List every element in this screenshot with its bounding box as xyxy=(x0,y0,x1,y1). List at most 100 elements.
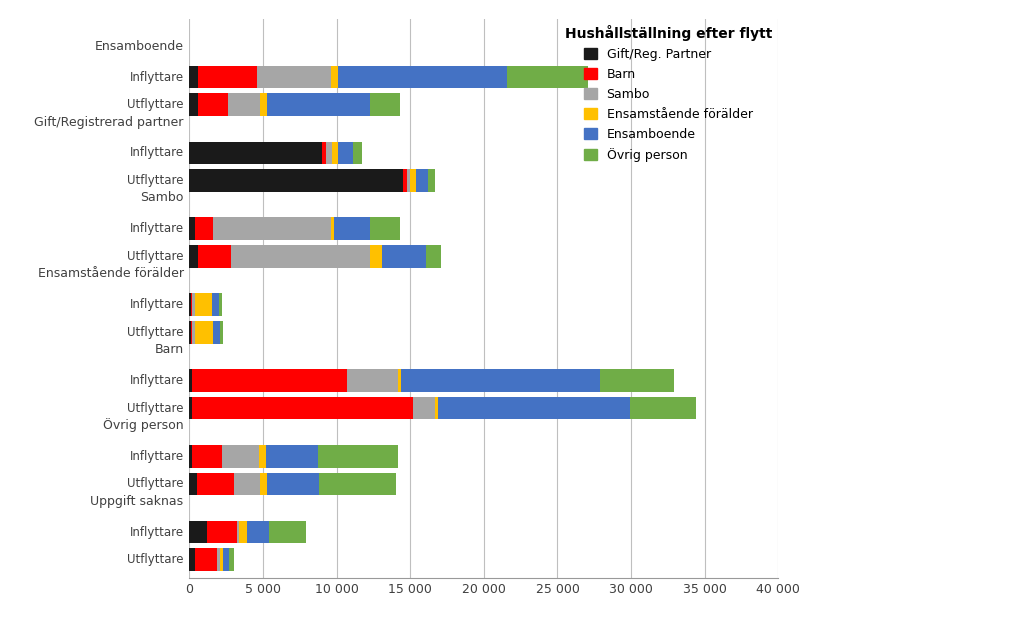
Text: Inflyttare: Inflyttare xyxy=(129,70,183,84)
Text: Inflyttare: Inflyttare xyxy=(129,526,183,538)
Bar xyxy=(189,142,322,164)
Bar xyxy=(193,397,413,419)
Bar xyxy=(212,293,219,316)
Bar xyxy=(259,445,266,467)
Bar xyxy=(331,66,338,88)
Bar xyxy=(411,170,416,192)
Bar xyxy=(331,217,334,240)
Text: Uppgift saknas: Uppgift saknas xyxy=(90,495,183,508)
Bar xyxy=(199,66,257,88)
Text: Utflyttare: Utflyttare xyxy=(127,98,183,111)
Bar xyxy=(327,142,332,164)
Text: Inflyttare: Inflyttare xyxy=(129,222,183,236)
Text: Inflyttare: Inflyttare xyxy=(129,450,183,463)
Bar xyxy=(220,549,223,571)
Bar xyxy=(197,472,233,495)
Bar xyxy=(508,66,589,88)
Bar xyxy=(189,397,193,419)
Bar xyxy=(196,321,213,344)
Text: Ensamboende: Ensamboende xyxy=(94,40,183,53)
Bar xyxy=(220,321,223,344)
Bar xyxy=(193,445,222,467)
Bar xyxy=(189,369,193,392)
Bar xyxy=(322,142,327,164)
Text: Utflyttare: Utflyttare xyxy=(127,553,183,566)
Bar xyxy=(371,217,400,240)
Bar xyxy=(222,445,259,467)
Text: Ensamstående förälder: Ensamstående förälder xyxy=(38,267,183,280)
Bar xyxy=(189,66,199,88)
Bar xyxy=(199,93,227,116)
Bar xyxy=(260,93,267,116)
Bar xyxy=(401,369,600,392)
Bar xyxy=(189,521,207,544)
Bar xyxy=(213,217,331,240)
Bar xyxy=(189,472,197,495)
Text: Sambo: Sambo xyxy=(140,191,183,204)
Bar xyxy=(371,93,400,116)
Bar xyxy=(426,245,441,268)
Bar xyxy=(334,217,371,240)
Bar xyxy=(428,170,435,192)
Legend: Gift/Reg. Partner, Barn, Sambo, Ensamstående förälder, Ensamboende, Övrig person: Gift/Reg. Partner, Barn, Sambo, Ensamstå… xyxy=(559,20,777,166)
Bar xyxy=(435,397,438,419)
Bar xyxy=(223,549,229,571)
Bar xyxy=(338,66,507,88)
Bar xyxy=(189,170,402,192)
Bar xyxy=(408,170,411,192)
Text: Utflyttare: Utflyttare xyxy=(127,478,183,490)
Bar xyxy=(189,549,196,571)
Bar xyxy=(213,321,220,344)
Bar xyxy=(217,549,220,571)
Bar xyxy=(189,217,196,240)
Text: Barn: Barn xyxy=(155,343,183,356)
Bar xyxy=(600,369,674,392)
Bar xyxy=(190,293,193,316)
Bar xyxy=(233,472,260,495)
Bar xyxy=(269,521,306,544)
Bar xyxy=(353,142,361,164)
Bar xyxy=(193,293,196,316)
Bar xyxy=(189,445,193,467)
Bar xyxy=(338,142,353,164)
Bar xyxy=(240,521,247,544)
Bar xyxy=(398,369,401,392)
Bar xyxy=(630,397,696,419)
Bar xyxy=(219,293,222,316)
Bar xyxy=(413,397,435,419)
Text: Inflyttare: Inflyttare xyxy=(129,298,183,311)
Bar xyxy=(267,93,371,116)
Text: Inflyttare: Inflyttare xyxy=(129,374,183,387)
Bar xyxy=(189,293,190,316)
Bar xyxy=(402,170,408,192)
Bar xyxy=(193,369,347,392)
Bar xyxy=(189,93,199,116)
Bar xyxy=(382,245,426,268)
Bar xyxy=(189,321,190,344)
Bar xyxy=(196,217,213,240)
Bar xyxy=(229,549,233,571)
Bar xyxy=(207,521,237,544)
Bar xyxy=(347,369,398,392)
Bar xyxy=(196,549,217,571)
Bar xyxy=(319,472,395,495)
Bar xyxy=(193,321,196,344)
Bar xyxy=(230,245,371,268)
Text: Gift/Registrerad partner: Gift/Registrerad partner xyxy=(34,116,183,128)
Bar xyxy=(416,170,428,192)
Bar xyxy=(237,521,240,544)
Text: Utflyttare: Utflyttare xyxy=(127,401,183,415)
Bar xyxy=(189,245,199,268)
Bar xyxy=(257,66,331,88)
Text: Utflyttare: Utflyttare xyxy=(127,250,183,263)
Bar xyxy=(227,93,260,116)
Bar xyxy=(438,397,630,419)
Bar xyxy=(260,472,267,495)
Bar xyxy=(332,142,338,164)
Bar xyxy=(190,321,193,344)
Bar xyxy=(196,293,212,316)
Bar xyxy=(267,472,319,495)
Text: Inflyttare: Inflyttare xyxy=(129,147,183,159)
Bar xyxy=(247,521,269,544)
Text: Övrig person: Övrig person xyxy=(103,418,183,432)
